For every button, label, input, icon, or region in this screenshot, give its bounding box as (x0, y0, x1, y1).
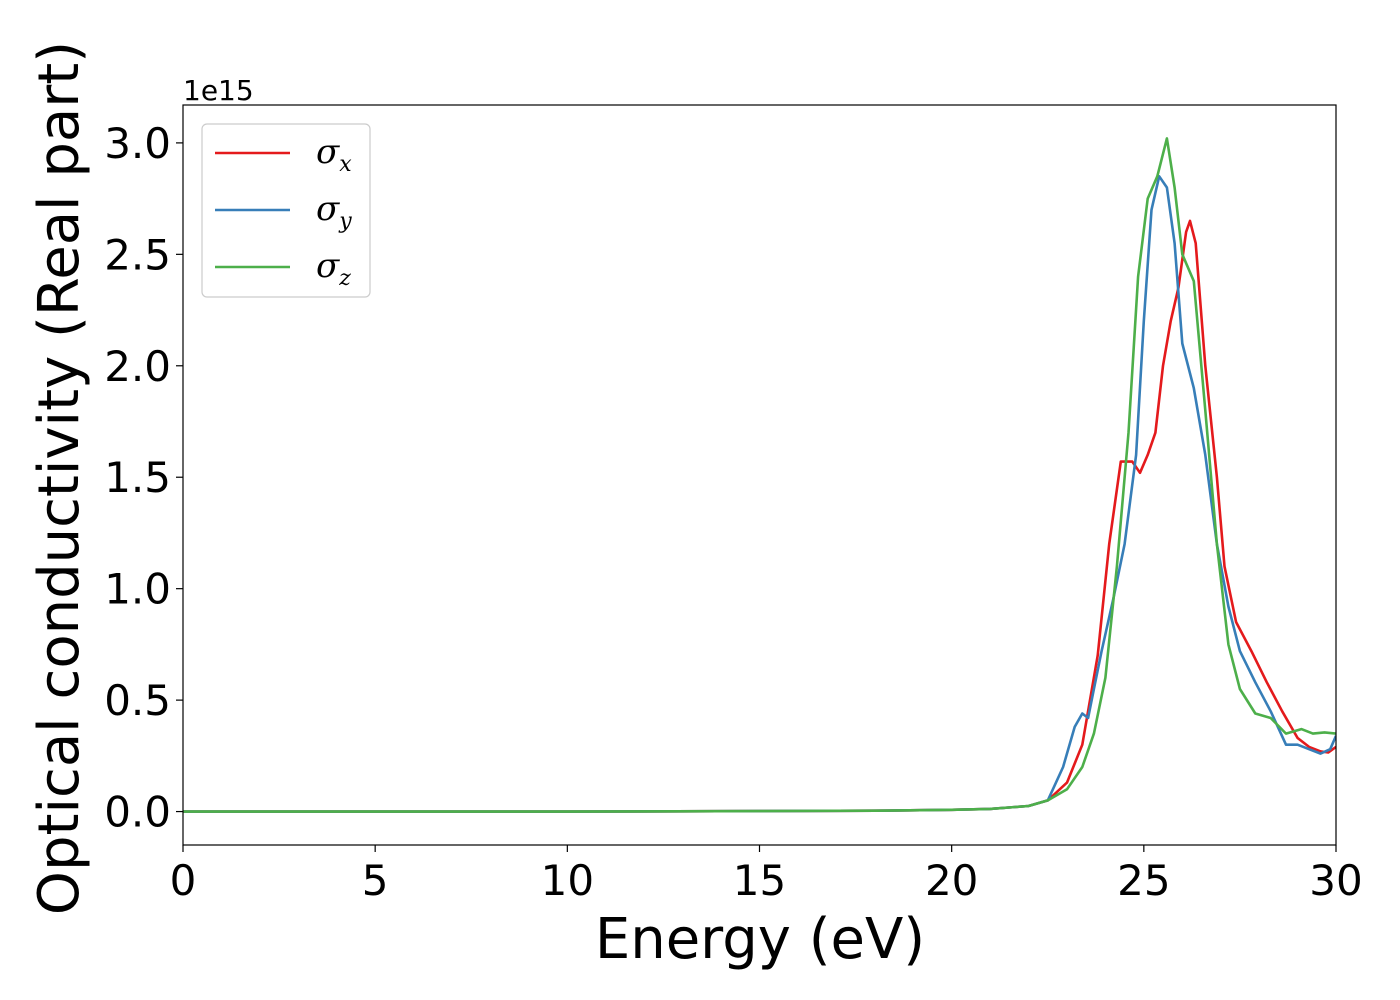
x-axis-label: Energy (eV) (595, 907, 925, 972)
y-tick-label: 1.5 (104, 453, 171, 502)
legend: σx σy σz (201, 123, 371, 298)
y-offset-label: 1e15 (183, 74, 254, 107)
x-tick-label: 5 (362, 856, 389, 905)
x-tick-label: 15 (733, 856, 786, 905)
y-axis-label: Optical conductivity (Real part) (27, 41, 92, 915)
legend-label-z: σz (316, 246, 351, 291)
x-tick-label: 30 (1309, 856, 1362, 905)
x-axis-ticks: 0 5 10 15 20 25 30 (170, 845, 1363, 905)
legend-label-y: σy (316, 189, 352, 234)
x-tick-label: 0 (170, 856, 197, 905)
y-axis-ticks: 0.0 0.5 1.0 1.5 2.0 2.5 3.0 (104, 119, 183, 837)
y-tick-label: 2.5 (104, 230, 171, 279)
plot-frame (182, 104, 1337, 846)
series-line-z (183, 137, 1336, 813)
y-tick-label: 3.0 (104, 119, 171, 168)
series-group (183, 137, 1336, 813)
y-tick-label: 2.0 (104, 342, 171, 391)
legend-label-x: σx (316, 132, 352, 177)
y-tick-label: 0.0 (104, 788, 171, 837)
x-tick-label: 20 (925, 856, 978, 905)
x-tick-label: 10 (541, 856, 594, 905)
x-tick-label: 25 (1117, 856, 1170, 905)
y-tick-label: 1.0 (104, 565, 171, 614)
y-tick-label: 0.5 (104, 676, 171, 725)
